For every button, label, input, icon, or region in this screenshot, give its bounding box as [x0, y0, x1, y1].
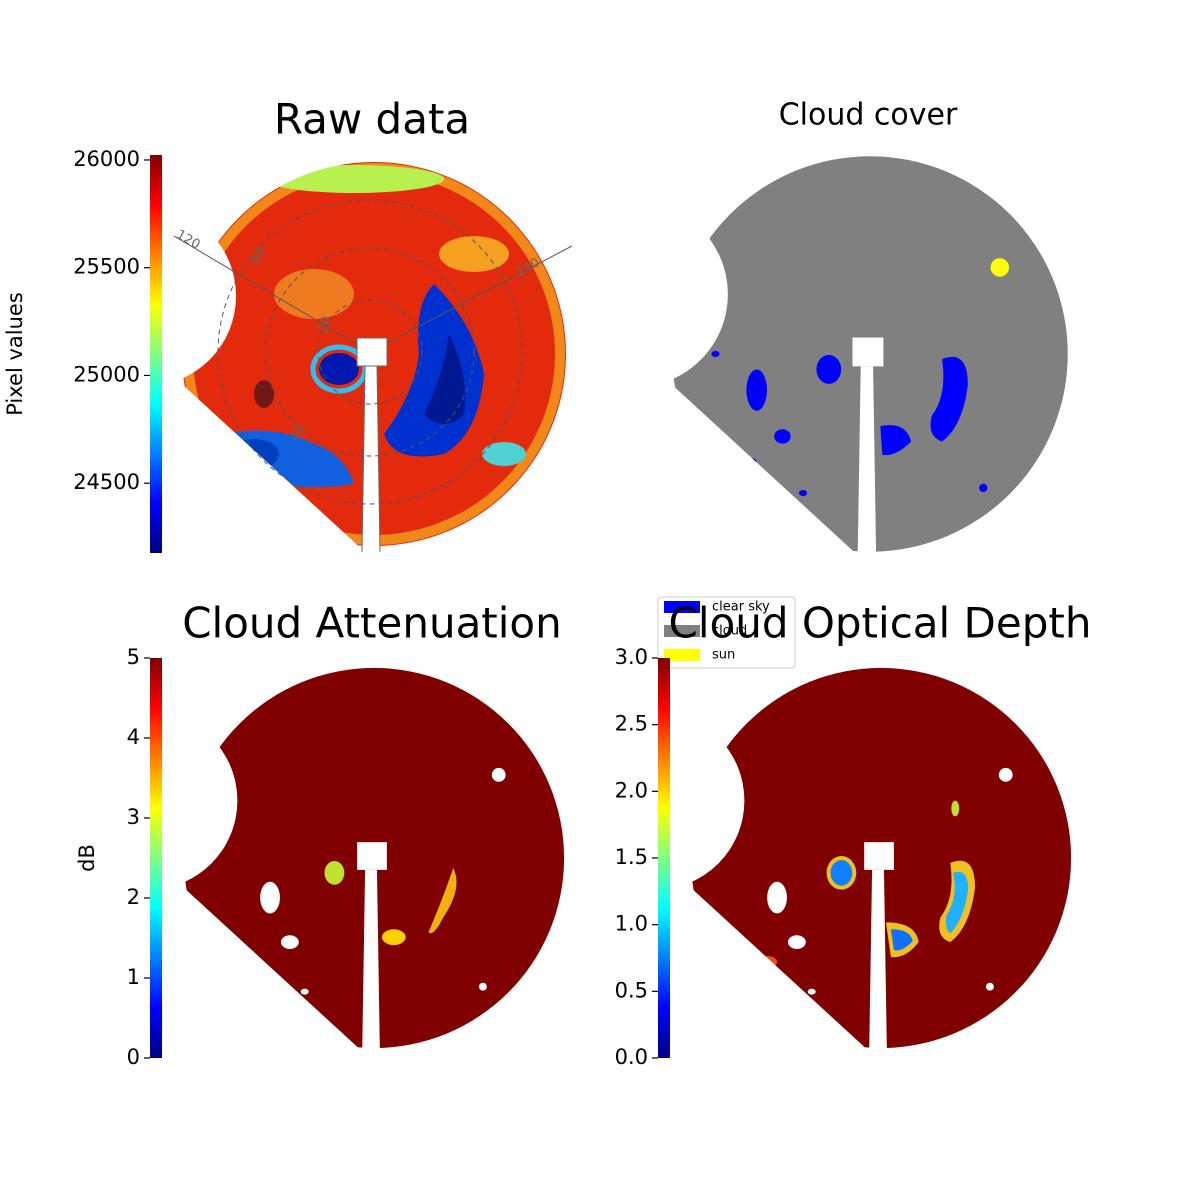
y-tick-label: 2 — [127, 885, 140, 909]
attenuation-image — [176, 660, 572, 1056]
y-tick-label: 2.0 — [615, 778, 648, 802]
colorbar — [150, 658, 162, 1058]
y-axis-label: Pixel values — [3, 292, 27, 416]
chart-title: Cloud cover — [779, 98, 958, 133]
y-tick-label: 26000 — [73, 147, 140, 171]
legend-label: cloud — [712, 624, 747, 639]
y-tick-label: 0.0 — [615, 1045, 648, 1069]
y-tick-label: 3 — [127, 805, 140, 829]
y-tick-label: 0.5 — [615, 978, 648, 1002]
legend-label: sun — [712, 648, 735, 663]
legend-label: clear sky — [712, 600, 770, 615]
legend-swatch — [664, 625, 700, 637]
raw-image — [173, 154, 574, 554]
y-tick-label: 1.5 — [615, 845, 648, 869]
polar-label: 20 — [315, 315, 335, 336]
optical-depth-image — [683, 660, 1079, 1056]
y-tick-label: 5 — [127, 645, 140, 669]
chart-title: Cloud Optical Depth — [669, 599, 1092, 648]
chart-title: Raw data — [274, 95, 470, 144]
colorbar — [150, 155, 162, 553]
cloud-cover-image — [664, 148, 1076, 560]
colorbar — [658, 658, 670, 1058]
y-tick-label: 0 — [127, 1045, 140, 1069]
y-tick-label: 1.0 — [615, 912, 648, 936]
polar-label: 60 — [248, 245, 269, 267]
chart-title: Cloud Attenuation — [182, 599, 562, 648]
polar-label: 40 — [287, 422, 308, 444]
y-axis-label: dB — [75, 844, 99, 872]
y-tick-label: 25500 — [73, 255, 140, 279]
y-tick-label: 4 — [127, 725, 140, 749]
y-tick-label: 2.5 — [615, 712, 648, 736]
y-tick-label: 3.0 — [615, 645, 648, 669]
y-tick-label: 1 — [127, 965, 140, 989]
legend-swatch — [664, 649, 700, 661]
y-tick-label: 24500 — [73, 470, 140, 494]
y-tick-label: 25000 — [73, 362, 140, 386]
legend-swatch — [664, 601, 700, 613]
